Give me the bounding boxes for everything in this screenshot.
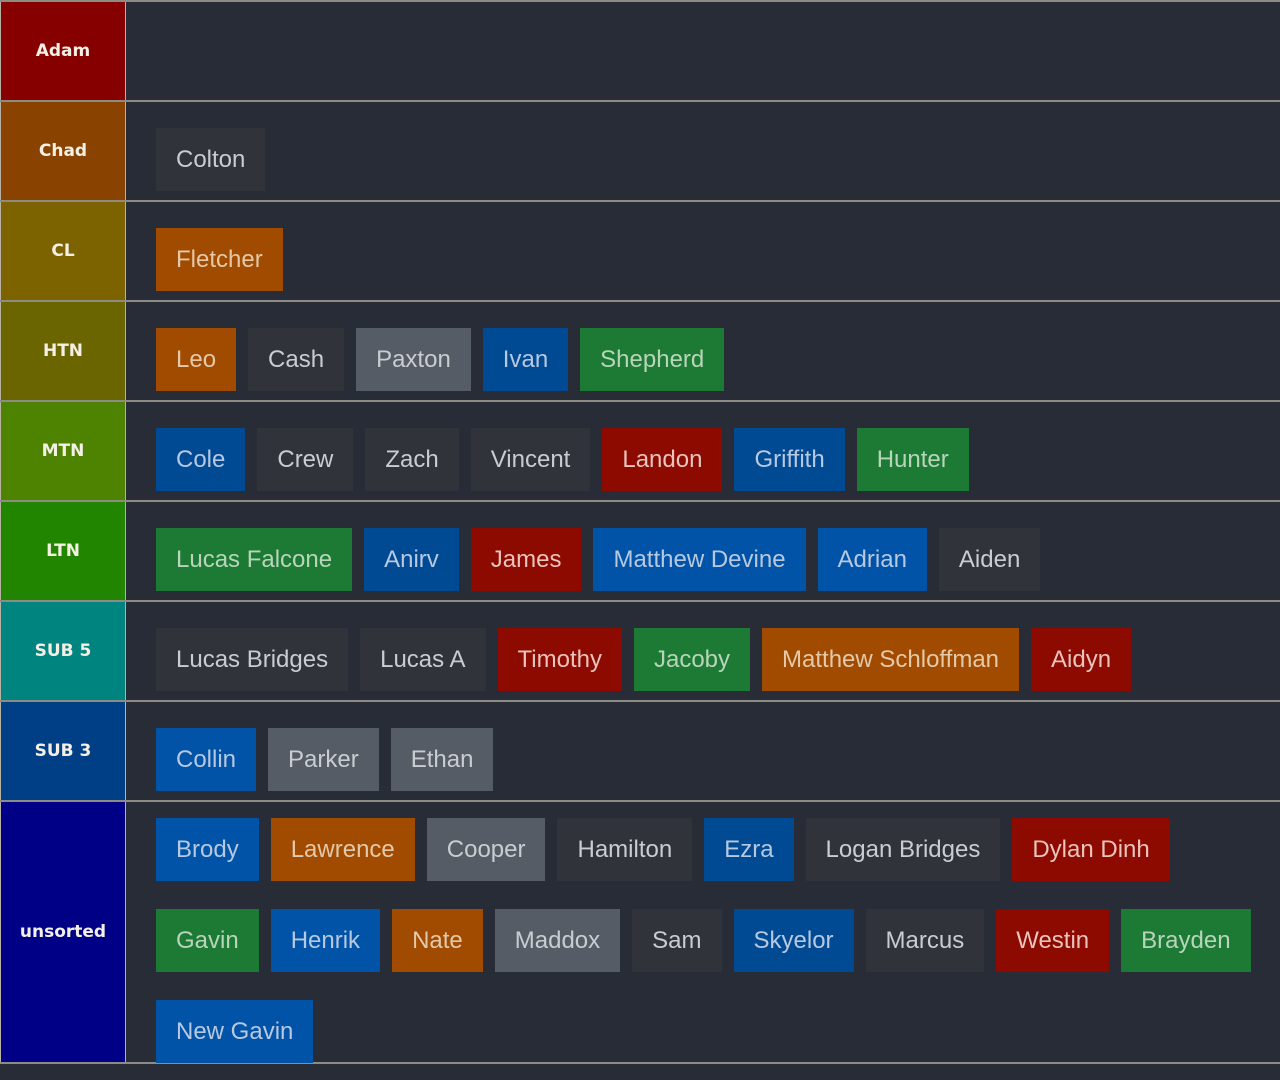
- tier-row: MTN Cole Crew Zach Vincent Landon Griffith Hunt…: [0, 402, 1280, 502]
- draggable-tile[interactable]: Sam: [632, 909, 722, 972]
- draggable-tile[interactable]: Maddox: [494, 909, 621, 972]
- draggable-tile[interactable]: Landon: [602, 428, 723, 491]
- tier-row: Adam: [0, 2, 1280, 102]
- draggable-tile[interactable]: Timothy: [497, 628, 622, 691]
- tier-row: SUB 5 Lucas Bridges Lucas A Timothy Jacoby Ma…: [0, 602, 1280, 702]
- draggable-tile[interactable]: Cash: [248, 328, 345, 391]
- draggable-tile[interactable]: Matthew Schloffman: [762, 628, 1020, 691]
- tier-dropzone[interactable]: Colton: [126, 102, 1280, 200]
- draggable-tile[interactable]: Aidyn: [1031, 628, 1132, 691]
- draggable-tile[interactable]: Lucas Bridges: [156, 628, 349, 691]
- tier-dropzone[interactable]: Fletcher: [126, 202, 1280, 300]
- draggable-tile[interactable]: Collin: [156, 728, 257, 791]
- draggable-tile[interactable]: Aiden: [938, 528, 1041, 591]
- tier-label[interactable]: MTN: [0, 402, 126, 500]
- draggable-tile[interactable]: Dylan Dinh: [1012, 818, 1170, 881]
- tier-dropzone[interactable]: Lucas Bridges Lucas A Timothy Jacoby Matthew…: [126, 602, 1280, 700]
- draggable-tile[interactable]: Cole: [156, 428, 246, 491]
- tier-label[interactable]: LTN: [0, 502, 126, 600]
- draggable-tile[interactable]: Westin: [996, 909, 1110, 972]
- tier-row: unsorted Brody Lawrence Cooper Hamilton Ezra L…: [0, 802, 1280, 1064]
- draggable-tile[interactable]: Jacoby: [633, 628, 751, 691]
- tier-row: CL Fletcher: [0, 202, 1280, 302]
- tier-row: SUB 3 Collin Parker Ethan: [0, 702, 1280, 802]
- draggable-tile[interactable]: Brayden: [1121, 909, 1251, 972]
- tier-label[interactable]: CL: [0, 202, 126, 300]
- draggable-tile[interactable]: Marcus: [865, 909, 985, 972]
- draggable-tile[interactable]: Parker: [268, 728, 379, 791]
- tier-dropzone[interactable]: Leo Cash Paxton Ivan Shepherd: [126, 302, 1280, 400]
- tier-row: LTN Lucas Falcone Anirv James Matthew Devine…: [0, 502, 1280, 602]
- draggable-tile[interactable]: Logan Bridges: [805, 818, 1001, 881]
- draggable-tile[interactable]: Nate: [392, 909, 483, 972]
- draggable-tile[interactable]: Zach: [365, 428, 459, 491]
- draggable-tile[interactable]: Ethan: [390, 728, 494, 791]
- tier-label[interactable]: Adam: [0, 2, 126, 100]
- draggable-tile[interactable]: Skyelor: [733, 909, 854, 972]
- draggable-tile[interactable]: Lawrence: [270, 818, 415, 881]
- tier-row: Chad Colton: [0, 102, 1280, 202]
- draggable-tile[interactable]: Colton: [156, 128, 266, 191]
- tier-dropzone[interactable]: Cole Crew Zach Vincent Landon Griffith Hunter: [126, 402, 1280, 500]
- draggable-tile[interactable]: Matthew Devine: [593, 528, 806, 591]
- draggable-tile[interactable]: Anirv: [364, 528, 459, 591]
- draggable-tile[interactable]: Adrian: [817, 528, 927, 591]
- tier-label[interactable]: Chad: [0, 102, 126, 200]
- draggable-tile[interactable]: Gavin: [156, 909, 259, 972]
- draggable-tile[interactable]: Henrik: [270, 909, 381, 972]
- draggable-tile[interactable]: Leo: [156, 328, 237, 391]
- draggable-tile[interactable]: James: [470, 528, 582, 591]
- draggable-tile[interactable]: Lucas A: [360, 628, 486, 691]
- tier-dropzone[interactable]: [126, 2, 1280, 100]
- tier-dropzone[interactable]: Lucas Falcone Anirv James Matthew Devine Adr…: [126, 502, 1280, 600]
- tier-label[interactable]: SUB 3: [0, 702, 126, 800]
- draggable-tile[interactable]: Shepherd: [580, 328, 725, 391]
- draggable-tile[interactable]: Hunter: [856, 428, 969, 491]
- draggable-tile[interactable]: Crew: [257, 428, 354, 491]
- draggable-tile[interactable]: New Gavin: [156, 1000, 314, 1063]
- tier-dropzone[interactable]: Collin Parker Ethan: [126, 702, 1280, 800]
- draggable-tile[interactable]: Hamilton: [557, 818, 693, 881]
- draggable-tile[interactable]: Ivan: [482, 328, 569, 391]
- draggable-tile[interactable]: Vincent: [470, 428, 591, 491]
- tier-row: HTN Leo Cash Paxton Ivan Shepherd: [0, 302, 1280, 402]
- tier-label[interactable]: unsorted: [0, 802, 126, 1062]
- draggable-tile[interactable]: Paxton: [356, 328, 471, 391]
- tier-label[interactable]: SUB 5: [0, 602, 126, 700]
- draggable-tile[interactable]: Cooper: [426, 818, 546, 881]
- draggable-tile[interactable]: Griffith: [734, 428, 845, 491]
- draggable-tile[interactable]: Brody: [156, 818, 259, 881]
- draggable-tile[interactable]: Lucas Falcone: [156, 528, 353, 591]
- draggable-tile[interactable]: Ezra: [704, 818, 794, 881]
- tier-label[interactable]: HTN: [0, 302, 126, 400]
- draggable-tile[interactable]: Fletcher: [156, 228, 283, 291]
- tier-dropzone[interactable]: Brody Lawrence Cooper Hamilton Ezra Logan Bri…: [126, 802, 1280, 1063]
